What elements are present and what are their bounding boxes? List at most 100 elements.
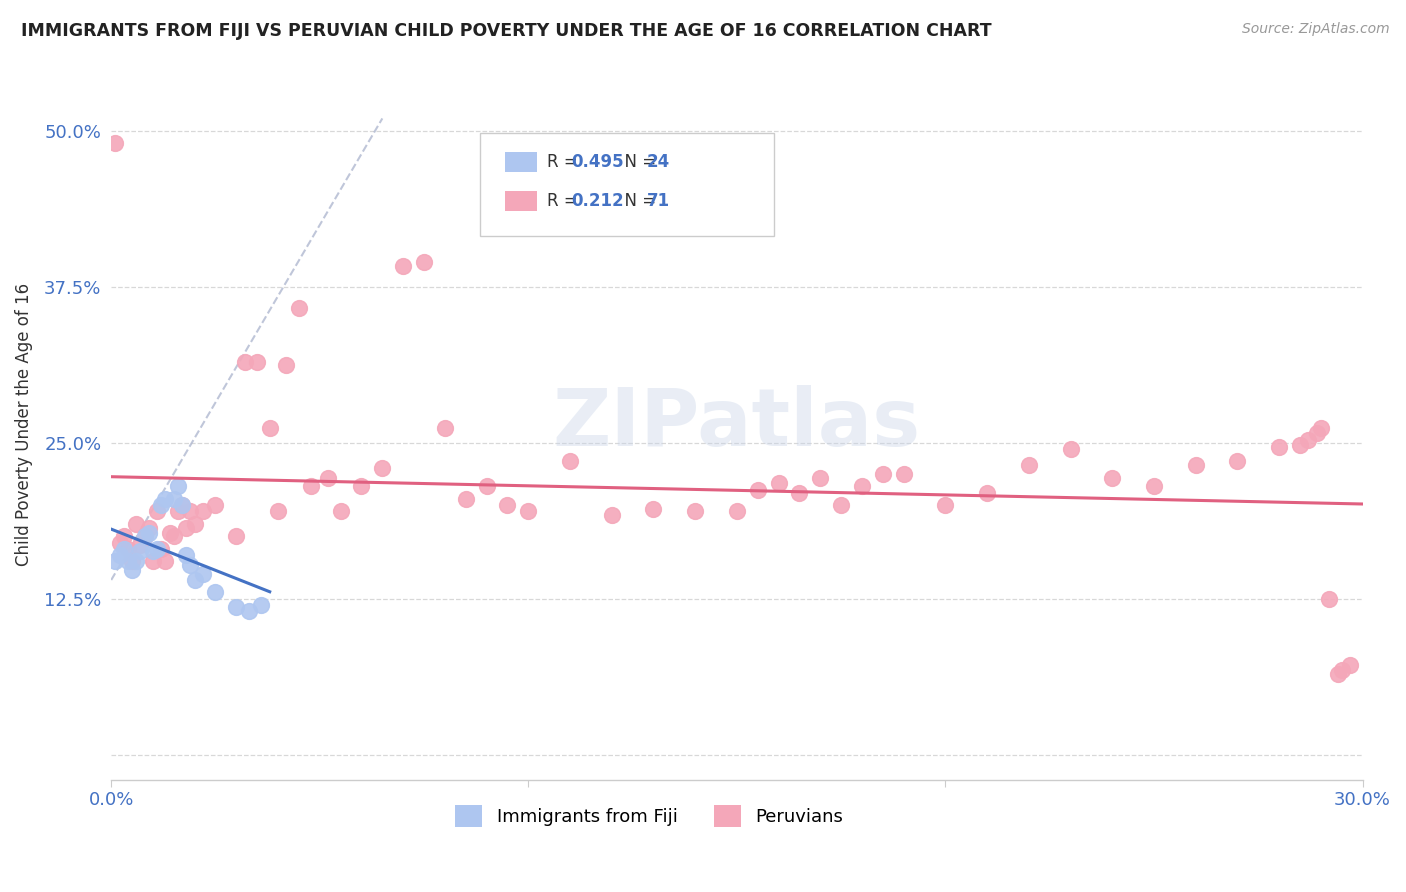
Point — [142, 544, 165, 558]
Point — [454, 491, 477, 506]
Point — [1143, 479, 1166, 493]
Point — [225, 600, 247, 615]
Point — [808, 471, 831, 485]
Text: R =: R = — [547, 153, 582, 170]
Point — [600, 508, 623, 523]
Text: 24: 24 — [647, 153, 671, 170]
Text: 71: 71 — [647, 192, 669, 210]
Point — [371, 460, 394, 475]
Point — [125, 516, 148, 531]
Text: N =: N = — [614, 153, 662, 170]
Point — [104, 554, 127, 568]
Point — [433, 421, 456, 435]
Point — [1184, 458, 1206, 473]
Point — [134, 529, 156, 543]
Point — [1289, 438, 1312, 452]
Point — [851, 479, 873, 493]
Point — [112, 541, 135, 556]
Point — [138, 525, 160, 540]
Point — [350, 479, 373, 493]
Text: ZIPatlas: ZIPatlas — [553, 385, 921, 463]
Point — [125, 554, 148, 568]
Point — [163, 529, 186, 543]
Point — [517, 504, 540, 518]
Point — [150, 541, 173, 556]
Point — [225, 529, 247, 543]
Point — [789, 485, 811, 500]
Point — [893, 467, 915, 481]
Point — [129, 544, 152, 558]
Point — [108, 548, 131, 562]
Text: N =: N = — [614, 192, 662, 210]
Point — [155, 491, 177, 506]
Point — [172, 498, 194, 512]
Point — [134, 529, 156, 543]
Point — [1326, 666, 1348, 681]
Point — [238, 604, 260, 618]
Point — [1101, 471, 1123, 485]
Point — [204, 585, 226, 599]
Point — [1309, 421, 1331, 435]
Point — [117, 554, 139, 568]
Point — [121, 563, 143, 577]
Point — [747, 483, 769, 498]
Point — [1305, 425, 1327, 440]
Point — [183, 516, 205, 531]
Point — [1059, 442, 1081, 456]
Y-axis label: Child Poverty Under the Age of 16: Child Poverty Under the Age of 16 — [15, 283, 32, 566]
Point — [316, 471, 339, 485]
Point — [121, 554, 143, 568]
Point — [725, 504, 748, 518]
Text: R =: R = — [547, 192, 582, 210]
Point — [155, 554, 177, 568]
Point — [129, 538, 152, 552]
Point — [191, 566, 214, 581]
Point — [104, 136, 127, 151]
Point — [392, 259, 415, 273]
Point — [558, 454, 581, 468]
Point — [112, 529, 135, 543]
Point — [146, 504, 169, 518]
Point — [204, 498, 226, 512]
Point — [150, 498, 173, 512]
Legend: Immigrants from Fiji, Peruvians: Immigrants from Fiji, Peruvians — [449, 798, 851, 835]
Point — [159, 525, 181, 540]
Point — [233, 354, 256, 368]
Point — [174, 548, 197, 562]
Point — [267, 504, 290, 518]
Text: Source: ZipAtlas.com: Source: ZipAtlas.com — [1241, 22, 1389, 37]
Point — [1339, 657, 1361, 672]
Point — [1268, 440, 1291, 454]
Point — [1298, 434, 1320, 448]
Point — [174, 520, 197, 534]
Point — [276, 359, 298, 373]
Text: 0.212: 0.212 — [572, 192, 624, 210]
Point — [179, 558, 201, 572]
Point — [117, 541, 139, 556]
Point — [250, 598, 273, 612]
Point — [163, 491, 186, 506]
Point — [167, 479, 190, 493]
FancyBboxPatch shape — [481, 133, 775, 235]
Point — [413, 255, 436, 269]
Point — [179, 504, 201, 518]
Point — [1226, 454, 1249, 468]
Point — [142, 554, 165, 568]
Point — [191, 504, 214, 518]
Point — [976, 485, 998, 500]
Point — [1018, 458, 1040, 473]
Point — [496, 498, 519, 512]
Point — [167, 504, 190, 518]
Point — [1330, 663, 1353, 677]
Point — [329, 504, 352, 518]
Point — [146, 541, 169, 556]
Point — [1317, 591, 1340, 606]
Point — [643, 502, 665, 516]
Point — [872, 467, 894, 481]
Point — [830, 498, 852, 512]
Point — [246, 354, 269, 368]
Text: IMMIGRANTS FROM FIJI VS PERUVIAN CHILD POVERTY UNDER THE AGE OF 16 CORRELATION C: IMMIGRANTS FROM FIJI VS PERUVIAN CHILD P… — [21, 22, 991, 40]
Point — [288, 301, 311, 315]
FancyBboxPatch shape — [505, 152, 537, 171]
Point — [934, 498, 956, 512]
